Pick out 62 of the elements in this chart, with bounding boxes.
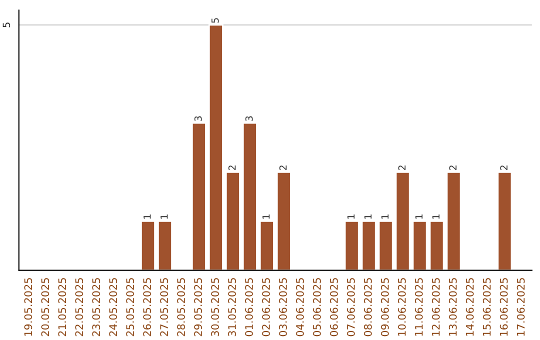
x-tick-label: 02.06.2025: [262, 278, 270, 336]
data-label: 2: [398, 166, 406, 170]
data-label: 2: [228, 166, 236, 170]
x-tick-label: 03.06.2025: [279, 278, 287, 336]
bar: [344, 220, 360, 270]
data-label: 2: [449, 166, 456, 170]
x-tick-label: 19.05.2025: [24, 278, 32, 336]
bar: [361, 220, 376, 270]
data-label: 3: [194, 116, 202, 121]
data-label: 5: [212, 18, 219, 23]
bar: [140, 220, 156, 270]
x-tick-label: 06.06.2025: [330, 278, 338, 336]
data-label: 2: [279, 166, 287, 170]
x-tick-label: 25.05.2025: [126, 278, 134, 336]
bar: [378, 220, 394, 270]
data-label: 1: [381, 214, 388, 219]
bar: [497, 171, 512, 270]
x-tick-label: 08.06.2025: [364, 278, 372, 336]
x-tick-label: 24.05.2025: [109, 278, 118, 336]
x-tick-label: 17.06.2025: [516, 278, 525, 336]
data-label: 1: [262, 214, 270, 219]
x-tick-label: 30.05.2025: [211, 278, 219, 336]
data-label: 1: [415, 214, 422, 219]
x-tick-label: 23.05.2025: [92, 278, 100, 336]
x-tick-label: 01.06.2025: [245, 278, 253, 336]
x-tick-label: 31.05.2025: [228, 278, 236, 336]
x-tick-label: 27.05.2025: [160, 278, 168, 336]
x-tick-label: 10.06.2025: [398, 278, 406, 336]
bar: [276, 171, 292, 270]
data-label: 1: [432, 214, 440, 219]
x-tick-label: 12.06.2025: [432, 278, 440, 336]
x-tick-label: 26.05.2025: [143, 278, 152, 336]
x-tick-label: 13.06.2025: [448, 278, 457, 336]
bar: [191, 122, 206, 270]
x-tick-label: 29.05.2025: [194, 278, 202, 336]
x-tick-label: 14.06.2025: [466, 278, 474, 336]
x-tick-label: 09.06.2025: [380, 278, 389, 336]
x-tick-label: 21.05.2025: [58, 278, 66, 336]
data-label: 1: [364, 214, 372, 219]
bar: [412, 220, 428, 270]
data-label: 2: [500, 166, 508, 170]
data-label: 1: [160, 214, 168, 219]
data-label: 1: [144, 214, 151, 219]
bar: [429, 220, 444, 270]
bar: [242, 122, 258, 270]
bar: [395, 171, 410, 270]
bar: [259, 220, 274, 270]
x-tick-label: 20.05.2025: [41, 278, 50, 336]
x-tick-label: 16.06.2025: [500, 278, 508, 336]
x-tick-label: 22.05.2025: [75, 278, 84, 336]
bar: [446, 171, 462, 270]
x-tick-label: 05.06.2025: [313, 278, 321, 336]
bar: [208, 24, 224, 270]
x-tick-label: 15.06.2025: [482, 278, 491, 336]
x-tick-label: 04.06.2025: [296, 278, 304, 336]
data-label: 3: [245, 116, 253, 121]
x-tick-label: 11.06.2025: [414, 278, 423, 336]
data-label: 1: [347, 214, 355, 219]
x-tick-label: 28.05.2025: [177, 278, 185, 336]
bar: [157, 220, 172, 270]
bar: [225, 171, 240, 270]
x-tick-label: 07.06.2025: [346, 278, 355, 336]
